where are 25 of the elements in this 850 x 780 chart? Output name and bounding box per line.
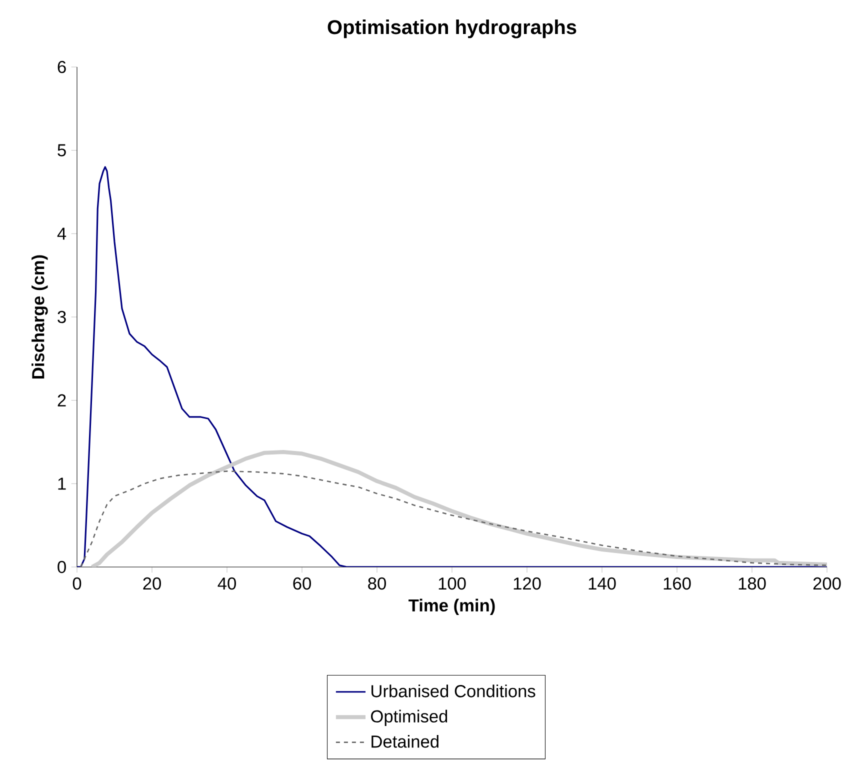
x-tick-label: 20 [143,577,161,590]
x-tick-label: 40 [218,577,236,590]
x-tick-label: 160 [664,577,691,590]
legend-label: Urbanised Conditions [372,684,536,698]
legend-label: Optimised [371,710,448,726]
chart-title: Optimisation hydrographs [328,20,576,38]
y-axis-title: Discharge (cm) [32,255,48,378]
legend-label: Detained [372,735,438,748]
x-tick-label: 140 [588,577,616,590]
x-tick-label: 120 [514,577,541,590]
x-tick-label: 80 [368,577,386,590]
y-tick-label: 5 [58,144,66,156]
x-tick-label: 100 [438,577,466,590]
y-tick-label: 2 [58,394,66,406]
x-axis-title: Time (min) [408,598,495,615]
y-tick-label: 1 [58,478,66,490]
y-tick-label: 4 [57,228,66,240]
x-tick-label: 180 [738,577,766,590]
x-tick-label: 60 [293,577,311,590]
y-tick-label: 6 [58,60,66,74]
x-tick-label: 200 [813,577,841,590]
y-tick-label: 3 [58,310,66,324]
x-tick-label: 0 [72,577,82,590]
y-tick-label: 0 [58,560,66,574]
line-series [80,470,828,567]
